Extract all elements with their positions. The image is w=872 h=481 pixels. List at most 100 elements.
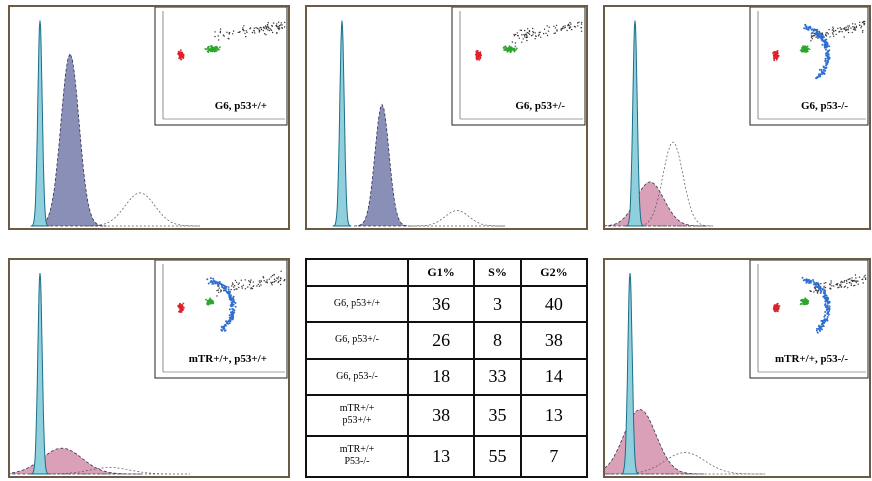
dot (836, 34, 837, 35)
dot (775, 306, 777, 308)
dot (273, 22, 274, 23)
dot (844, 280, 845, 281)
column-header: G1% (408, 259, 474, 286)
dot (239, 282, 240, 283)
dot (563, 26, 564, 27)
dot (567, 25, 568, 26)
histogram: G6, p53-/- (605, 7, 869, 228)
dot (229, 308, 231, 310)
panel-label: G6, p53-/- (801, 100, 848, 112)
dot (235, 306, 237, 308)
dot (800, 303, 802, 305)
dot (257, 28, 258, 29)
dot (818, 285, 820, 287)
dot (828, 29, 829, 30)
dot (851, 277, 852, 278)
dot (824, 70, 826, 72)
dot (819, 326, 821, 328)
dot (812, 279, 814, 281)
dot (526, 40, 527, 41)
panel-label: G6, p53+/- (515, 100, 565, 112)
dot (476, 50, 478, 52)
dot (833, 31, 834, 32)
dot (259, 280, 260, 281)
dot (842, 282, 843, 283)
dot (264, 28, 265, 29)
dot (827, 50, 829, 52)
dot (207, 50, 209, 52)
dot (830, 284, 831, 285)
dot (577, 25, 578, 26)
dot (828, 57, 830, 59)
dot (177, 305, 179, 307)
dot (814, 35, 815, 36)
dot (774, 53, 776, 55)
dot (863, 282, 864, 283)
dot (520, 30, 521, 31)
dot (278, 22, 279, 23)
dot (806, 302, 808, 304)
dot (252, 32, 253, 33)
dot (183, 303, 185, 305)
dot (865, 279, 866, 280)
dot (210, 303, 212, 305)
dot (779, 305, 781, 307)
panel: G6, p53+/- (305, 5, 588, 230)
dot (820, 283, 821, 284)
dot (581, 31, 582, 32)
dot (826, 52, 828, 54)
dot (844, 36, 845, 37)
dot (802, 277, 804, 279)
dot (803, 48, 805, 50)
dot (476, 59, 478, 61)
dot (518, 35, 519, 36)
dot (210, 48, 212, 50)
table-row: G6, p53+/+36340 (306, 286, 587, 322)
dot (570, 23, 571, 24)
dot (281, 27, 282, 28)
cell-value: 14 (521, 359, 587, 395)
dot (851, 283, 852, 284)
dot (824, 60, 826, 62)
dot (828, 313, 830, 315)
dot (244, 33, 245, 34)
dot (539, 34, 540, 35)
dot (210, 45, 212, 47)
dot (851, 285, 852, 286)
dot (806, 280, 808, 282)
dot (230, 311, 232, 313)
dot (274, 279, 275, 280)
dot (847, 25, 848, 26)
dot (275, 280, 276, 281)
dot (225, 286, 227, 288)
dot (213, 49, 215, 51)
dot (265, 25, 266, 26)
dot (512, 48, 514, 50)
dot (819, 330, 821, 332)
dot (827, 298, 829, 300)
dot (271, 276, 272, 277)
dot (250, 27, 251, 28)
dot (284, 279, 285, 280)
dot (220, 32, 221, 33)
histogram: G6, p53+/+ (10, 7, 288, 228)
dot (512, 41, 513, 42)
dot (848, 279, 849, 280)
dot (233, 296, 235, 298)
dot (532, 34, 533, 35)
dot (280, 24, 281, 25)
dot (232, 305, 234, 307)
dot (232, 284, 233, 285)
dot (281, 22, 282, 23)
dot (218, 48, 220, 50)
dot (805, 304, 807, 306)
dot (259, 31, 260, 32)
dot (855, 281, 856, 282)
dot (824, 295, 826, 297)
dot (206, 278, 208, 280)
dot (218, 39, 219, 40)
dot (824, 293, 826, 295)
dot (228, 286, 229, 287)
dot (231, 303, 233, 305)
dot (264, 33, 265, 34)
